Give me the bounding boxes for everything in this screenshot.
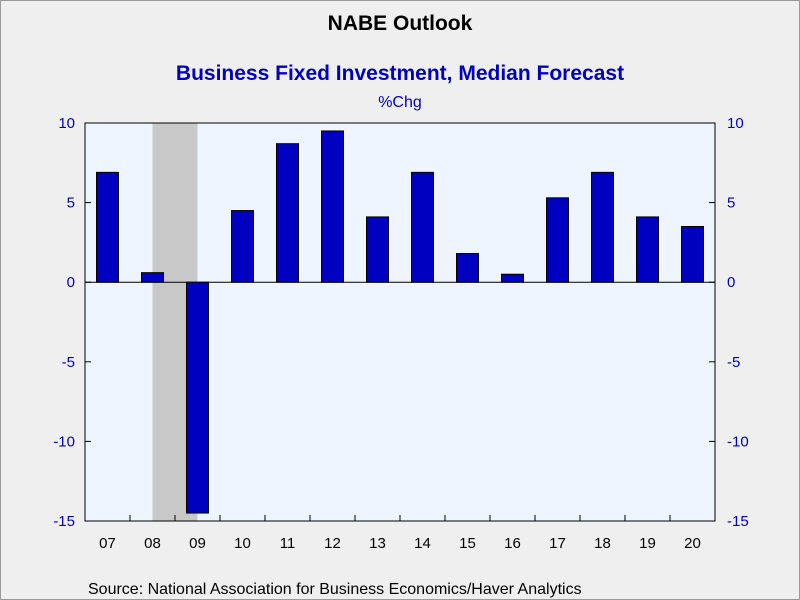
y-axis-right: 10 5 0 -5 -10 -15 xyxy=(709,115,749,530)
x-tick-label: 19 xyxy=(639,535,656,552)
bars-group xyxy=(96,130,704,514)
y-tick-label-left: 0 xyxy=(67,274,75,291)
bar-08 xyxy=(141,272,164,283)
x-tick-label: 13 xyxy=(369,535,386,552)
x-tick-label: 14 xyxy=(414,535,431,552)
y-tick-label-left: 5 xyxy=(67,195,75,212)
source-note: Source: National Association for Busines… xyxy=(88,581,582,598)
y-tick-label-left: 10 xyxy=(58,115,75,132)
y-tick-label-right: -15 xyxy=(727,513,749,530)
x-axis: 07 08 09 10 11 12 13 14 15 16 17 18 19 20 xyxy=(99,515,701,552)
x-tick-label: 18 xyxy=(594,535,611,552)
x-tick-label: 20 xyxy=(684,535,701,552)
bar-13 xyxy=(366,216,389,283)
x-tick-label: 10 xyxy=(234,535,251,552)
bar-17 xyxy=(546,197,569,283)
x-tick-label: 17 xyxy=(549,535,566,552)
bar-09 xyxy=(186,281,209,514)
y-tick-label-left: -15 xyxy=(53,513,75,530)
y-tick-label-right: 5 xyxy=(727,195,735,212)
y-tick-label-right: 10 xyxy=(727,115,744,132)
bar-10 xyxy=(231,210,254,283)
y-axis-left: 10 5 0 -5 -10 -15 xyxy=(53,115,91,530)
bar-20 xyxy=(681,225,704,283)
bar-14 xyxy=(411,171,434,283)
chart-header-title: NABE Outlook xyxy=(328,12,473,35)
bar-18 xyxy=(591,171,614,283)
bar-07 xyxy=(96,171,119,283)
y-tick-label-left: -10 xyxy=(53,433,75,450)
x-tick-label: 09 xyxy=(189,535,206,552)
x-tick-label: 08 xyxy=(144,535,161,552)
bar-19 xyxy=(636,216,659,283)
x-tick-label: 11 xyxy=(280,535,296,552)
y-tick-label-right: -5 xyxy=(727,354,740,371)
bar-12 xyxy=(321,130,344,283)
x-tick-label: 07 xyxy=(99,535,116,552)
chart-title: Business Fixed Investment, Median Foreca… xyxy=(176,62,624,85)
x-tick-label: 12 xyxy=(324,535,341,552)
y-tick-label-right: 0 xyxy=(727,274,735,291)
x-tick-label: 15 xyxy=(459,535,476,552)
y-tick-label-right: -10 xyxy=(727,433,749,450)
x-tick-label: 16 xyxy=(504,535,521,552)
bar-16 xyxy=(501,273,524,283)
bar-11 xyxy=(276,143,299,283)
y-tick-label-left: -5 xyxy=(62,354,75,371)
bar-15 xyxy=(456,253,479,283)
units-label: %Chg xyxy=(378,94,422,111)
